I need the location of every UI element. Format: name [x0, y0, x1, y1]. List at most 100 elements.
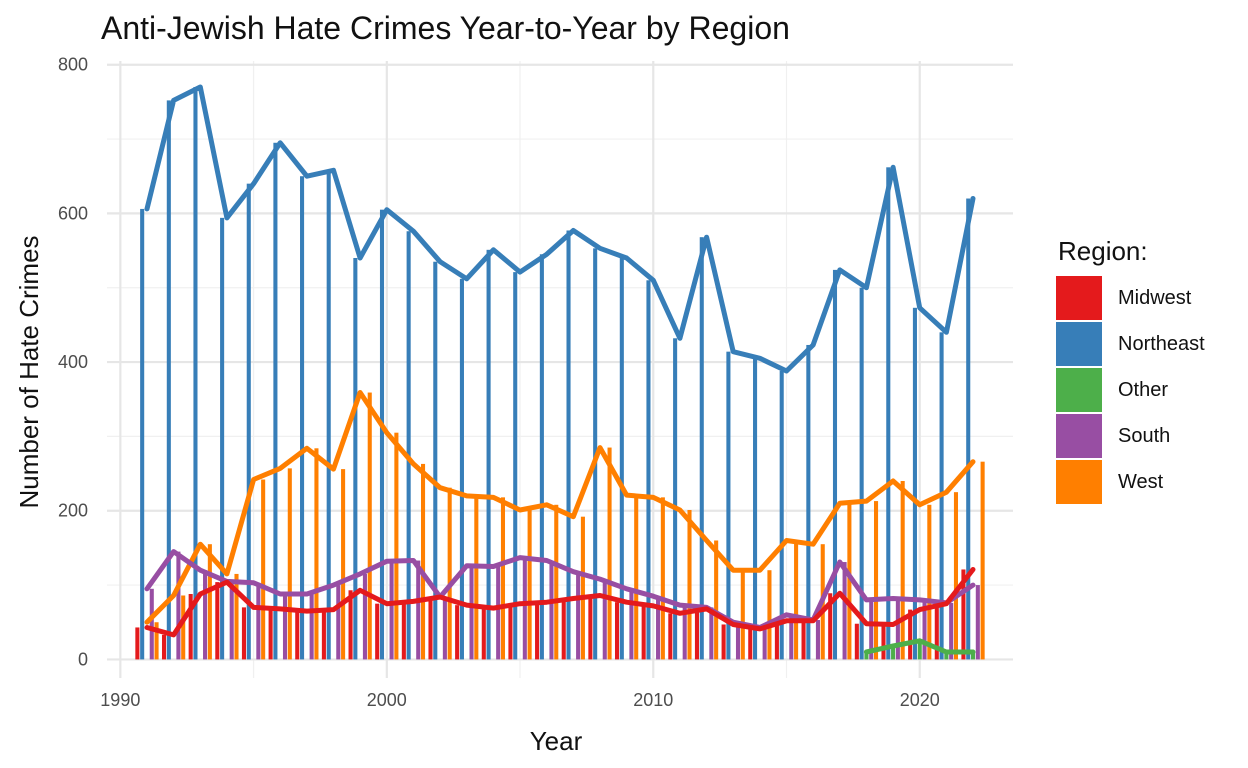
line-west [144, 390, 976, 625]
bar-northeast-2019 [886, 167, 891, 660]
bar-northeast-2007 [566, 230, 571, 660]
bar-midwest-2013 [721, 624, 726, 660]
bar-south-1997 [309, 593, 314, 660]
bar-west-1999 [367, 392, 372, 660]
bar-midwest-1996 [268, 608, 273, 660]
legend-item-northeast: Northeast [1056, 321, 1205, 367]
bar-midwest-2016 [801, 620, 806, 660]
bar-south-2020 [922, 599, 927, 660]
legend-item-other: Other [1056, 367, 1205, 413]
bar-midwest-1993 [188, 593, 193, 660]
bar-northeast-1999 [353, 257, 358, 660]
bar-south-2022 [975, 585, 980, 660]
bar-midwest-2008 [588, 595, 593, 660]
bar-midwest-1999 [348, 590, 353, 660]
bar-midwest-2007 [561, 598, 566, 660]
bar-midwest-2019 [881, 624, 886, 660]
bar-northeast-1996 [273, 142, 278, 660]
bar-northeast-2005 [513, 272, 518, 660]
bar-south-2005 [522, 557, 527, 660]
bar-west-2020 [927, 504, 932, 660]
bar-west-2013 [740, 570, 745, 660]
bar-northeast-2011 [673, 338, 678, 660]
bar-northeast-2009 [619, 257, 624, 660]
bar-northeast-2018 [859, 287, 864, 660]
bar-midwest-1997 [295, 611, 300, 660]
bar-northeast-1998 [326, 170, 331, 660]
bar-west-1997 [314, 448, 319, 660]
bar-northeast-2016 [806, 344, 811, 660]
bar-south-1993 [203, 570, 208, 660]
bar-west-2017 [847, 503, 852, 660]
bar-northeast-2010 [646, 280, 651, 660]
chart-canvas: 0 200 400 600 800 1990 2000 2010 2020 Year Numbe… [14, 55, 1013, 756]
bar-other-2022 [970, 651, 976, 660]
legend-label: Northeast [1118, 332, 1205, 355]
bar-south-2016 [815, 620, 820, 660]
bar-west-1995 [261, 479, 266, 660]
bar-midwest-2022 [961, 569, 966, 660]
bar-south-1991 [149, 588, 154, 660]
bar-south-2008 [602, 579, 607, 660]
bar-south-2006 [549, 560, 554, 660]
bar-midwest-2015 [774, 620, 779, 660]
x-tick-label: 1990 [100, 690, 140, 710]
bar-west-2014 [767, 570, 772, 660]
line-northeast [144, 84, 976, 374]
bar-northeast-2004 [486, 249, 491, 660]
bar-midwest-2020 [908, 609, 913, 660]
bar-south-2000 [389, 561, 394, 660]
bar-midwest-2018 [854, 623, 859, 660]
bar-west-2008 [607, 447, 612, 660]
bar-south-2014 [762, 627, 767, 660]
bar-midwest-2000 [375, 603, 380, 660]
legend-item-south: South [1056, 413, 1205, 459]
legend-label: South [1118, 424, 1171, 447]
legend-swatch [1056, 414, 1102, 458]
bar-south-2007 [576, 571, 581, 660]
line-south [144, 549, 976, 630]
bar-south-2013 [735, 622, 741, 660]
bar-midwest-1998 [321, 609, 326, 660]
bar-west-2010 [660, 497, 665, 660]
bar-south-2019 [895, 598, 900, 660]
bar-west-2001 [420, 463, 426, 660]
y-tick-label: 200 [58, 501, 88, 521]
legend-title: Region: [1058, 236, 1148, 266]
bar-south-2017 [842, 562, 847, 660]
bar-south-2021 [949, 602, 954, 660]
tick-labels: 0 200 400 600 800 1990 2000 2010 2020 [58, 55, 940, 710]
bar-northeast-2015 [779, 370, 784, 660]
x-tick-label: 2020 [900, 690, 940, 710]
bar-northeast-1991 [140, 208, 145, 660]
bar-midwest-2009 [614, 602, 620, 660]
legend-swatch [1056, 322, 1102, 366]
bar-northeast-1992 [166, 100, 171, 660]
bar-west-2007 [580, 516, 585, 660]
bar-south-1996 [282, 593, 288, 660]
bar-south-2018 [869, 599, 874, 660]
bar-midwest-2001 [401, 601, 406, 660]
bar-south-2011 [682, 605, 687, 660]
bar-other-2018 [864, 651, 869, 660]
line-other [863, 638, 976, 655]
bar-south-2009 [629, 588, 634, 660]
bar-northeast-2017 [832, 269, 838, 660]
bar-west-2000 [394, 432, 399, 660]
bar-northeast-2022 [966, 198, 971, 660]
bar-midwest-2010 [641, 605, 646, 660]
x-tick-label: 2000 [367, 690, 407, 710]
bar-northeast-2013 [726, 351, 731, 660]
legend: Region: Midwest Northeast Other South West [1056, 236, 1205, 505]
bar-northeast-2003 [459, 278, 464, 660]
y-axis-title: Number of Hate Crimes [14, 235, 44, 508]
y-tick-label: 400 [58, 352, 88, 372]
y-tick-label: 0 [78, 649, 88, 669]
bar-south-2015 [789, 614, 794, 660]
bar-northeast-2001 [406, 231, 411, 660]
bar-south-2002 [442, 596, 447, 660]
bar-midwest-2021 [934, 603, 939, 660]
legend-swatch [1056, 460, 1102, 504]
legend-item-west: West [1056, 459, 1205, 505]
bar-west-2002 [447, 487, 452, 660]
